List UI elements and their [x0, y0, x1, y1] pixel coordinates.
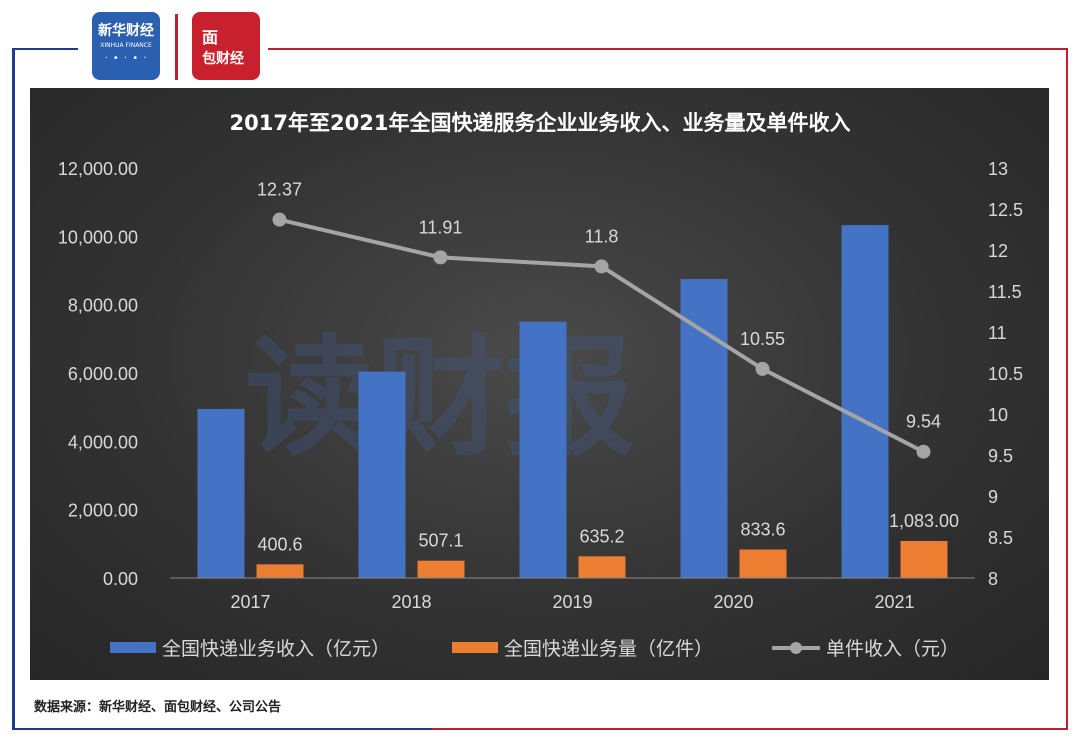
x-axis: 2017 2018 2019 2020 2021 [170, 577, 975, 612]
volume-bar [900, 540, 948, 578]
y-left-tick-label: 0.00 [103, 569, 138, 589]
volume-data-label: 635.2 [579, 526, 624, 546]
xinhua-finance-logo: 新华财经 XINHUA FINANCE · • · • · [92, 12, 160, 80]
x-tick-label: 2018 [391, 592, 431, 612]
xinhua-logo-dots-icon: · • · • · [104, 53, 148, 64]
unit-income-point [272, 212, 287, 227]
y-left-tick-label: 4,000.00 [68, 432, 138, 452]
mianbao-logo-line2: 包财经 [202, 51, 244, 67]
unit-income-label: 11.91 [419, 217, 463, 237]
legend-swatch [110, 642, 156, 653]
y-left-tick-label: 2,000.00 [68, 501, 138, 521]
volume-bar [739, 549, 787, 578]
frame-top-right-line [268, 48, 1068, 50]
legend-line-marker [790, 642, 802, 654]
y-left-tick-label: 10,000.00 [58, 227, 138, 247]
x-tick-label: 2019 [552, 592, 592, 612]
source-note: 数据来源：新华财经、面包财经、公司公告 [34, 700, 282, 715]
unit-income-point [916, 444, 931, 459]
revenue-bar [358, 371, 406, 578]
unit-income-point [755, 361, 770, 376]
volume-bar [578, 556, 626, 578]
unit-income-label: 9.54 [906, 412, 941, 432]
revenue-bar [197, 408, 245, 578]
unit-income-label: 10.55 [740, 329, 785, 349]
y-right-tick-label: 11.5 [988, 282, 1022, 302]
chart-title: 2017年至2021年全国快递服务企业业务收入、业务量及单件收入 [230, 111, 851, 135]
line-series: 12.37 11.91 11.8 10.55 9.54 [257, 180, 941, 459]
volume-data-label: 833.6 [740, 520, 785, 540]
y-right-axis: 8 8.5 9 9.5 10 10.5 11 11.5 12 12.5 13 [988, 159, 1023, 589]
unit-income-point [433, 250, 448, 265]
volume-data-label: 400.6 [257, 534, 302, 554]
y-left-tick-label: 6,000.00 [68, 364, 138, 384]
x-tick-label: 2017 [230, 592, 270, 612]
frame-left-line [12, 48, 15, 728]
y-right-tick-label: 11 [988, 323, 1007, 343]
x-tick-label: 2020 [713, 592, 753, 612]
mianbao-finance-logo: 面 包财经 [192, 12, 260, 80]
y-right-tick-label: 8 [988, 569, 998, 589]
bar-series: 400.6 507.1 635.2 833.6 1,083.00 [197, 225, 959, 578]
legend-label: 全国快递业务收入（亿元） [162, 638, 390, 660]
legend-label: 单件收入（元） [826, 638, 959, 660]
y-right-tick-label: 13 [988, 159, 1008, 179]
frame-right-line [1066, 48, 1068, 728]
legend-swatch [452, 642, 498, 653]
y-right-tick-label: 8.5 [988, 528, 1013, 548]
logo-separator [175, 14, 178, 80]
frame-top-left-line [12, 48, 78, 50]
y-right-tick-label: 9 [988, 487, 998, 507]
y-left-tick-label: 8,000.00 [68, 296, 138, 316]
volume-data-label: 1,083.00 [889, 511, 959, 531]
revenue-bar [841, 225, 889, 578]
xinhua-logo-en: XINHUA FINANCE [100, 42, 152, 49]
frame-bottom-right-line [432, 728, 1068, 730]
xinhua-logo-cn: 新华财经 [98, 23, 154, 39]
y-left-axis: 0.00 2,000.00 4,000.00 6,000.00 8,000.00 10,0… [58, 159, 138, 589]
y-right-tick-label: 10 [988, 405, 1008, 425]
unit-income-point [594, 259, 609, 274]
unit-income-label: 11.8 [585, 226, 619, 246]
watermark-text: 读财报 [245, 322, 635, 474]
volume-data-label: 507.1 [418, 531, 463, 551]
y-right-tick-label: 12.5 [988, 200, 1023, 220]
revenue-bar [519, 321, 567, 578]
unit-income-label: 12.37 [257, 180, 302, 200]
volume-bar [256, 564, 304, 578]
chart-canvas: 读财报 2017年至2021年全国快递服务企业业务收入、业务量及单件收入 0.0… [58, 111, 1023, 660]
y-left-tick-label: 12,000.00 [58, 159, 138, 179]
legend-label: 全国快递业务量（亿件） [504, 638, 713, 660]
frame-bottom-left-line [12, 728, 432, 730]
revenue-bar [680, 279, 728, 578]
y-right-tick-label: 9.5 [988, 446, 1013, 466]
y-right-tick-label: 10.5 [988, 364, 1023, 384]
volume-bar [417, 560, 465, 578]
legend: 全国快递业务收入（亿元） 全国快递业务量（亿件） 单件收入（元） [110, 638, 959, 660]
x-tick-label: 2021 [874, 592, 914, 612]
y-right-tick-label: 12 [988, 241, 1008, 261]
mianbao-logo-line1: 面 [202, 28, 219, 47]
